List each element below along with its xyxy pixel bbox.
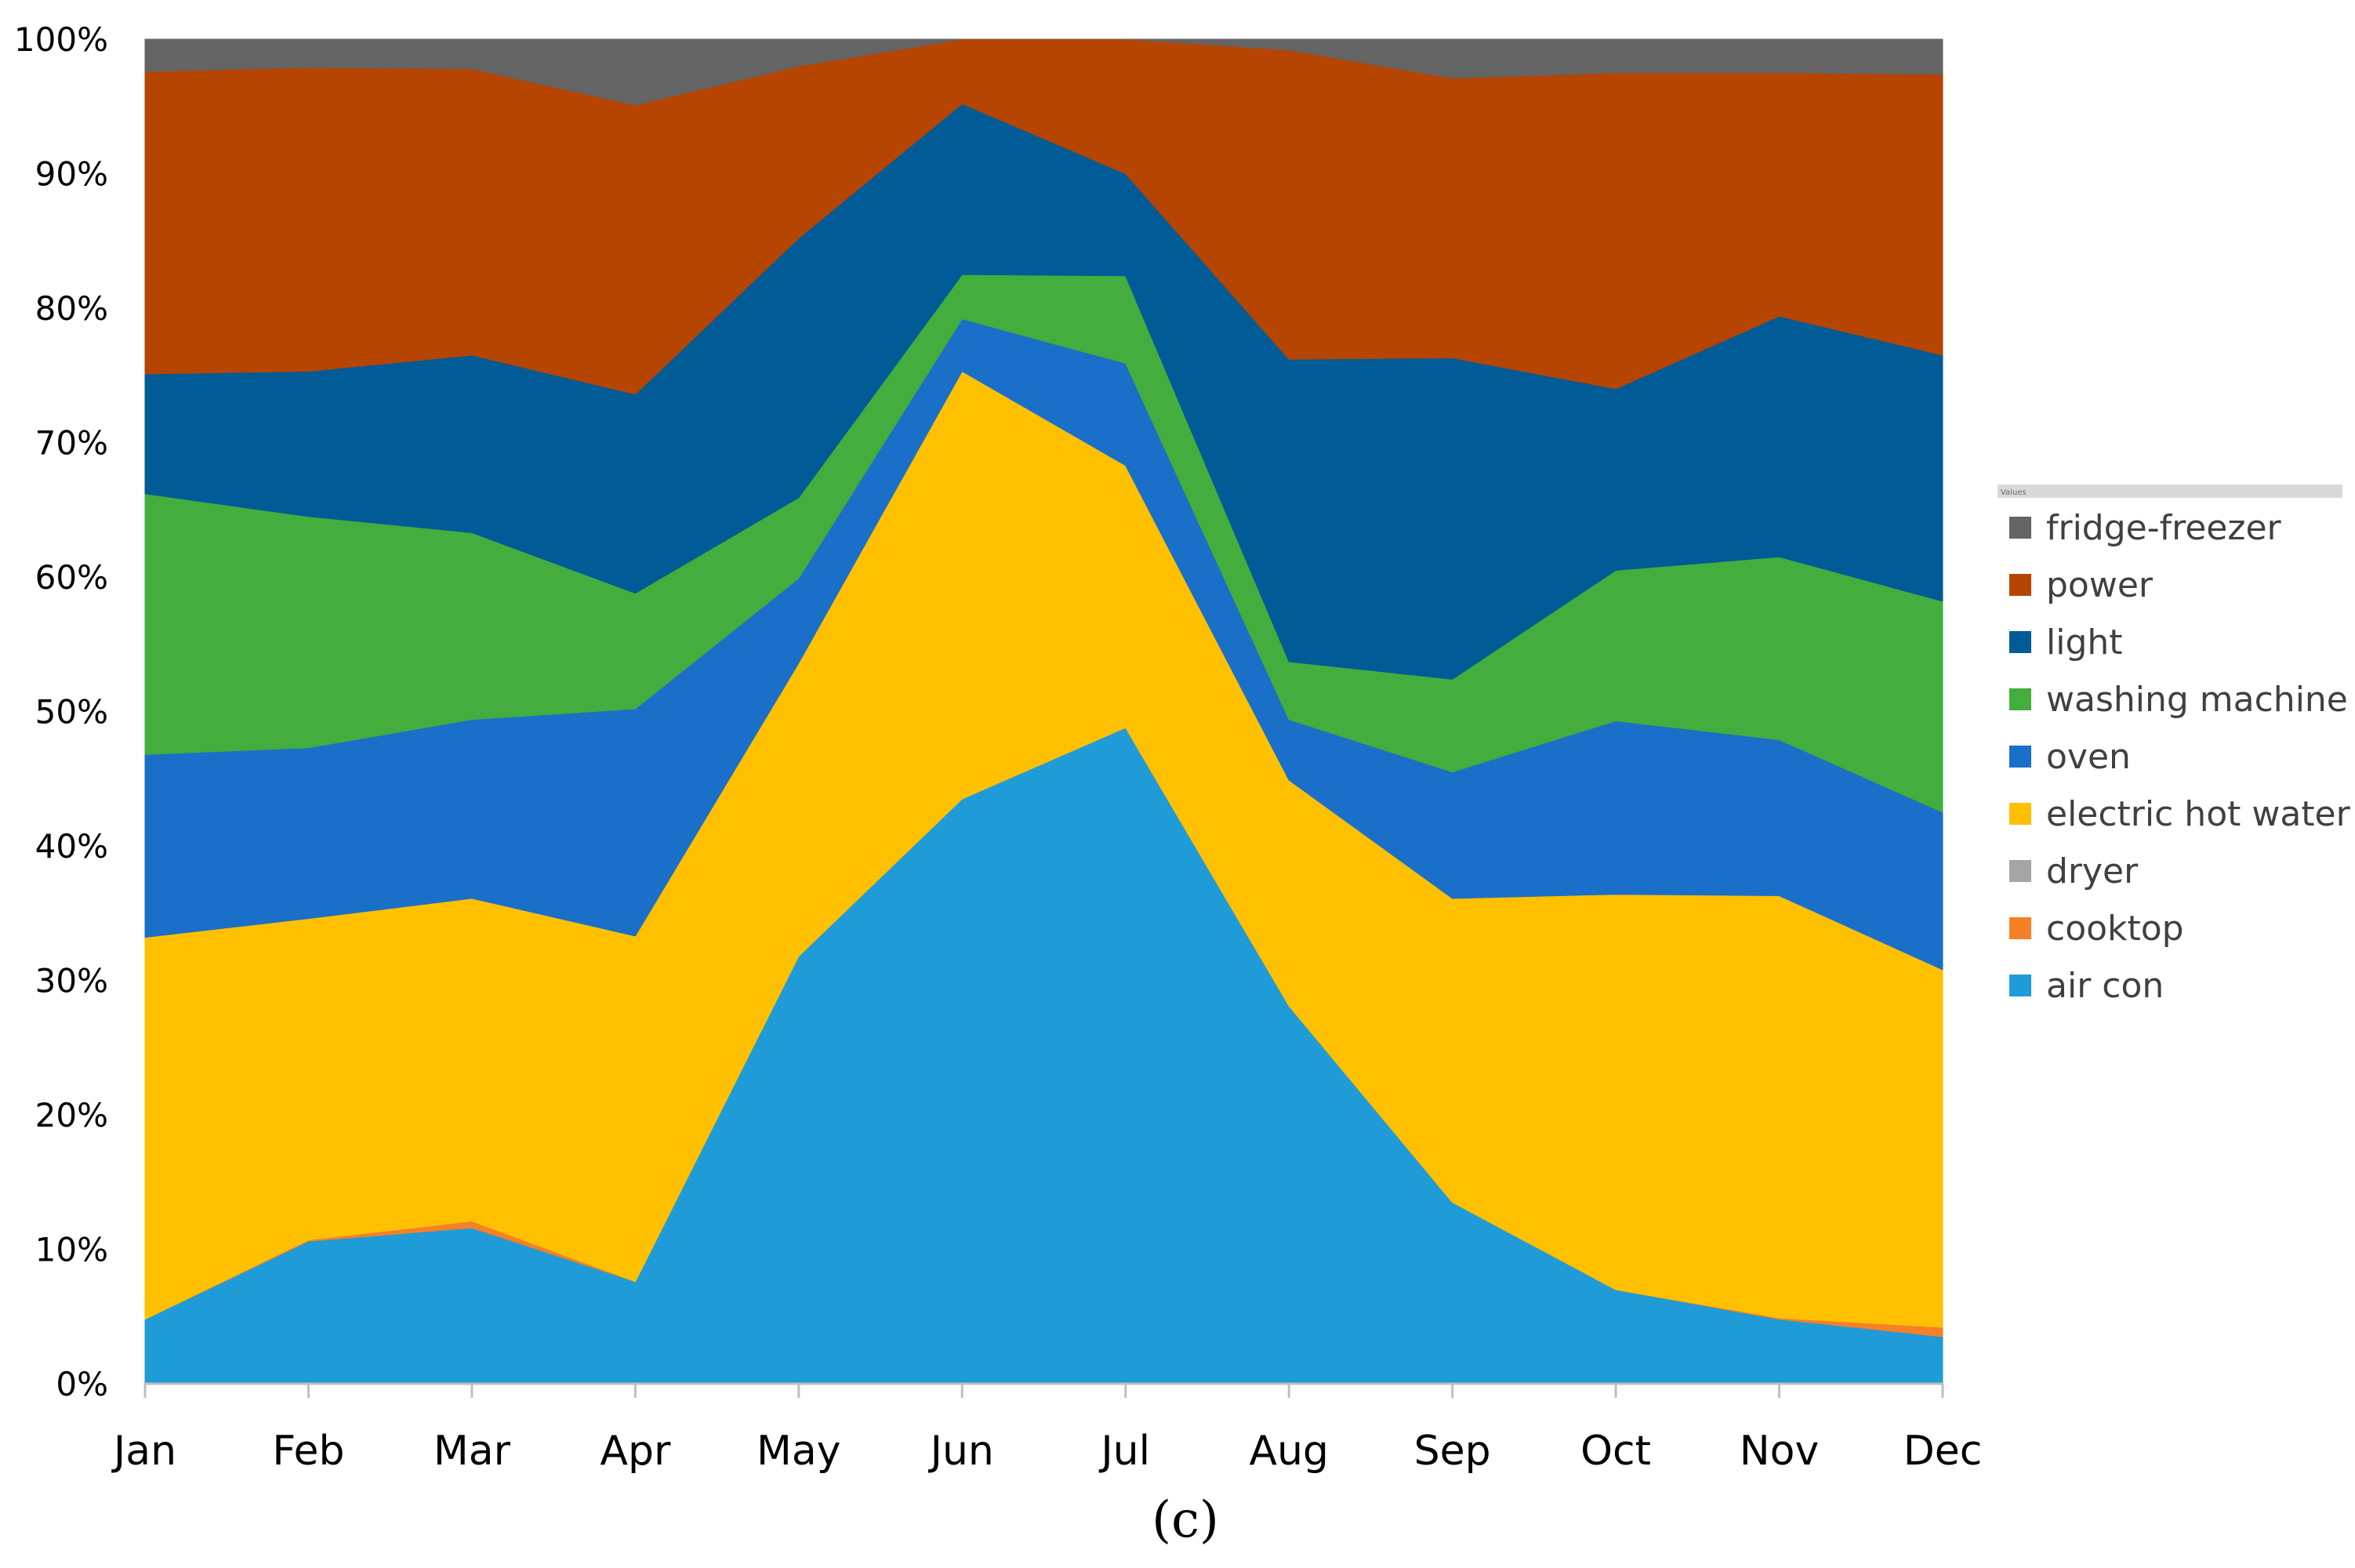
legend-label-oven: oven [2046, 737, 2131, 777]
x-tick-label: Nov [1740, 1428, 1820, 1475]
legend-label-power: power [2046, 565, 2154, 605]
x-tick-label: May [757, 1428, 841, 1475]
x-tick-label: Dec [1903, 1428, 1983, 1475]
legend-header-bar [1998, 485, 2342, 498]
legend-swatch-air-con [2009, 975, 2031, 996]
legend-swatch-power [2009, 574, 2031, 596]
x-tick-label: Mar [434, 1428, 511, 1475]
x-tick-label: Apr [600, 1428, 671, 1475]
y-tick-label: 0% [56, 1365, 108, 1403]
legend-swatch-washing-machine [2009, 688, 2031, 710]
y-tick-label: 20% [35, 1096, 108, 1134]
legend-swatch-oven [2009, 746, 2031, 768]
legend-label-electric-hot-water: electric hot water [2046, 794, 2351, 834]
legend-label-light: light [2046, 622, 2123, 662]
legend-label-washing-machine: washing machine [2046, 680, 2348, 720]
area-fridge-freezer [144, 38, 1943, 106]
x-tick-label: Oct [1580, 1428, 1651, 1475]
x-axis: Jan Feb Mar Apr May Jun Jul Aug Sep Oct Nov Dec [111, 1382, 1983, 1475]
x-tick-label: Jun [928, 1428, 994, 1475]
x-tick-label: Jul [1098, 1428, 1150, 1475]
y-tick-label: 100% [14, 20, 108, 59]
legend-header: Values [2001, 488, 2027, 497]
chart-caption: (c) [1152, 1491, 1219, 1549]
legend-label-dryer: dryer [2046, 851, 2139, 891]
y-axis: 0% 10% 20% 30% 40% 50% 60% 70% 80% 90% 100% [14, 20, 108, 1403]
legend-swatch-cooktop [2009, 917, 2031, 939]
legend-swatch-fridge-freezer [2009, 517, 2031, 539]
x-tick-label: Sep [1414, 1428, 1491, 1475]
legend-label-cooktop: cooktop [2046, 909, 2184, 949]
y-tick-label: 70% [35, 424, 108, 463]
y-tick-label: 90% [35, 155, 108, 194]
y-tick-label: 10% [35, 1231, 108, 1269]
legend: Values fridge-freezer power light washing ma… [1998, 485, 2351, 1006]
y-tick-label: 30% [35, 962, 108, 1000]
legend-swatch-electric-hot-water [2009, 803, 2031, 825]
y-tick-label: 50% [35, 693, 108, 731]
y-tick-label: 60% [35, 558, 108, 597]
legend-label-air-con: air con [2046, 966, 2164, 1006]
x-tick-label: Jan [111, 1428, 176, 1475]
x-tick-label: Feb [272, 1428, 344, 1475]
legend-label-fridge-freezer: fridge-freezer [2046, 508, 2282, 548]
area-layer [144, 38, 1943, 1385]
y-tick-label: 40% [35, 827, 108, 866]
legend-swatch-dryer [2009, 860, 2031, 882]
y-tick-label: 80% [35, 289, 108, 328]
legend-swatch-light [2009, 631, 2031, 653]
x-tick-label: Aug [1249, 1428, 1329, 1475]
